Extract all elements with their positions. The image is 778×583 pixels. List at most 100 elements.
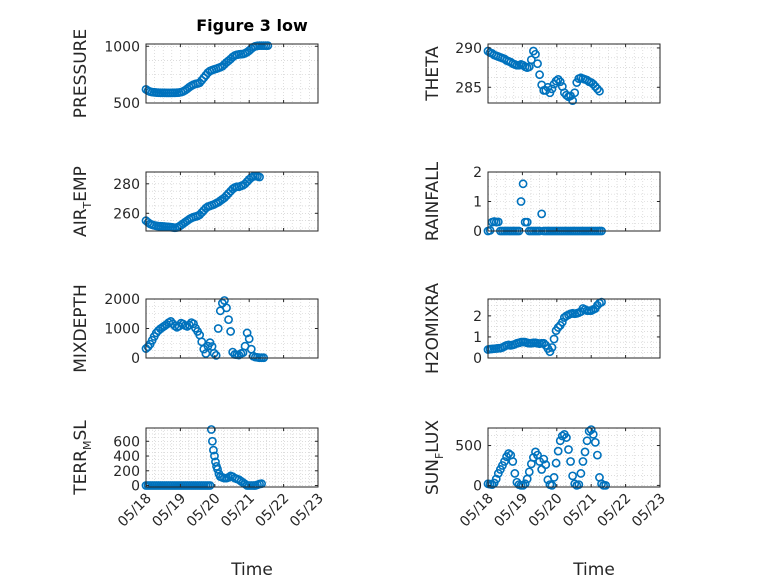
y-axis-label: PRESSURE — [71, 29, 91, 118]
grid-lines — [487, 171, 661, 232]
data-point — [588, 429, 598, 439]
y-tick-label: 0 — [131, 351, 140, 367]
data-point — [209, 348, 219, 358]
data-point — [535, 70, 544, 80]
y-axis-label: RAINFALL — [423, 161, 443, 241]
data-point — [576, 469, 586, 478]
data-point — [226, 327, 236, 336]
data-point — [531, 49, 540, 59]
series-markers — [141, 41, 273, 98]
data-point — [545, 347, 555, 357]
data-point — [553, 323, 563, 332]
y-axis-label: H2OMIXRA — [423, 283, 443, 374]
x-tick-label: 05/23 — [287, 491, 327, 531]
x-tick-label: 05/20 — [526, 491, 566, 531]
data-point — [537, 209, 547, 219]
data-point — [206, 425, 216, 434]
y-tick-label: 600 — [113, 434, 140, 450]
axes-box — [145, 427, 319, 488]
data-point — [487, 480, 497, 490]
data-point — [555, 77, 565, 87]
data-point — [510, 469, 520, 478]
data-point — [595, 86, 604, 96]
data-point — [568, 471, 578, 481]
data-point — [189, 319, 198, 329]
data-point — [574, 480, 584, 490]
data-point — [541, 460, 551, 470]
data-point — [522, 217, 532, 227]
grid-lines — [145, 172, 319, 231]
y-tick-label: 260 — [113, 206, 140, 222]
data-point — [207, 436, 217, 446]
data-point — [547, 481, 557, 490]
x-tick-label: 05/20 — [184, 491, 224, 531]
y-tick-label: 1 — [473, 195, 482, 211]
data-point — [537, 465, 547, 474]
panel-air-temp: 260 280 AIRTEMP — [71, 166, 319, 237]
y-tick-label: 200 — [113, 464, 140, 480]
data-point — [533, 59, 542, 69]
y-axis-label: THETA — [423, 46, 443, 102]
data-point — [518, 179, 528, 189]
y-tick-label: 0 — [131, 479, 140, 495]
data-point — [562, 433, 571, 442]
axes-box — [145, 171, 319, 232]
series-markers — [141, 171, 264, 233]
data-point — [255, 172, 264, 182]
axes-box — [487, 171, 661, 232]
data-point — [224, 315, 233, 325]
data-point — [500, 457, 509, 466]
y-tick-label: 285 — [455, 80, 482, 96]
y-axis-label: MIXDEPTH — [71, 284, 91, 373]
data-point — [601, 481, 611, 490]
data-point — [524, 467, 534, 477]
data-point — [549, 334, 559, 344]
data-point — [586, 425, 596, 434]
data-point — [224, 473, 233, 482]
data-point — [508, 457, 518, 466]
data-point — [547, 343, 557, 352]
data-point — [578, 457, 588, 466]
data-point — [491, 474, 501, 484]
data-point — [582, 436, 592, 446]
axes-box — [487, 43, 661, 104]
y-tick-label: 400 — [113, 449, 140, 465]
panel-rainfall: 0 1 2 RAINFALL — [423, 161, 661, 241]
axes-box — [487, 427, 661, 488]
data-point — [570, 88, 580, 98]
y-tick-label: 1 — [473, 330, 482, 346]
data-point — [553, 446, 563, 456]
x-tick-label: 05/18 — [457, 491, 497, 531]
data-point — [211, 350, 221, 360]
series-markers — [141, 425, 266, 490]
xlabel-left: Time — [230, 560, 273, 580]
data-point — [549, 473, 559, 482]
y-axis-label: SUNFLUX — [423, 420, 446, 495]
data-point — [485, 226, 495, 235]
y-tick-label: 2000 — [104, 292, 140, 308]
data-point — [244, 334, 254, 344]
data-point — [213, 324, 223, 333]
data-point — [564, 445, 573, 454]
series-markers — [483, 179, 606, 236]
y-tick-label: 290 — [455, 41, 482, 57]
series-markers — [483, 297, 606, 357]
data-point — [592, 84, 602, 94]
panel-mixdepth: 0 1000 2000 MIXDEPTH — [71, 284, 319, 373]
series-markers — [483, 46, 604, 106]
data-point — [263, 41, 273, 50]
data-point — [539, 454, 549, 464]
data-point — [526, 55, 536, 65]
data-point — [551, 76, 561, 86]
x-tick-label: 05/21 — [218, 491, 258, 531]
data-point — [539, 338, 549, 348]
panel-pressure: 500 1000 PRESSURE — [71, 29, 319, 118]
y-tick-label: 280 — [113, 177, 140, 193]
y-tick-label: 1000 — [104, 39, 140, 55]
axes-box — [145, 43, 319, 104]
figure-title: Figure 3 low — [196, 16, 308, 35]
axes-box — [487, 298, 661, 359]
